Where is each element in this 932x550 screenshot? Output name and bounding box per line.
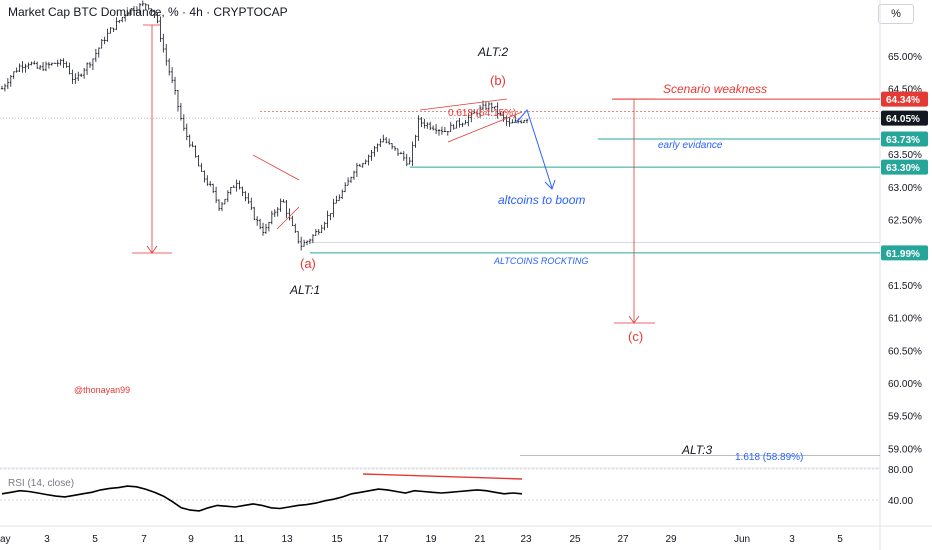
- x-tick-label: 3: [44, 534, 50, 545]
- y-tick-label: 61.50%: [888, 281, 922, 292]
- y-tick-label: 59.00%: [888, 444, 922, 455]
- price-label-text: 61.99%: [886, 249, 920, 260]
- altcoins-boom-arrow-head: [544, 179, 556, 190]
- fib-0618-label: 0.618 (64.15%): [448, 108, 516, 119]
- wave-a-label: (a): [300, 256, 316, 271]
- x-tick-label: 15: [331, 534, 343, 545]
- x-tick-label: 23: [520, 534, 532, 545]
- y-tick-label: 63.00%: [888, 183, 922, 194]
- x-tick-label: 5: [92, 534, 98, 545]
- alt-3-label: ALT:3: [681, 443, 713, 457]
- early-evidance-label: early evidance: [658, 140, 723, 151]
- rsi-tick-label: 80.00: [888, 465, 913, 476]
- price-label-text: 64.05%: [886, 114, 920, 125]
- x-tick-label: 7: [141, 534, 147, 545]
- altcoins-boom-arrow: [515, 108, 553, 189]
- x-tick-label: 9: [188, 534, 194, 545]
- wedge-lower-line: [276, 206, 300, 230]
- x-tick-label: ay: [0, 534, 11, 545]
- wedge-upper-line: [252, 154, 300, 181]
- x-tick-label: 29: [665, 534, 677, 545]
- price-label-badge: [881, 159, 928, 175]
- x-tick-label: 5: [837, 534, 843, 545]
- price-label-text: 63.73%: [886, 135, 920, 146]
- rsi-line: [1, 485, 523, 512]
- x-tick-label: 3: [789, 534, 795, 545]
- rising-wedge-upper-line: [419, 98, 508, 111]
- y-tick-label: 65.00%: [888, 52, 922, 63]
- y-tick-label: 60.00%: [888, 379, 922, 390]
- fib-1618-label: 1.618 (58.89%): [735, 452, 803, 463]
- rsi-tick-label: 40.00: [888, 496, 913, 507]
- x-tick-label: 19: [425, 534, 437, 545]
- y-tick-label: 61.00%: [888, 314, 922, 325]
- price-label-badge: [881, 245, 928, 261]
- y-tick-label: 62.50%: [888, 216, 922, 227]
- target-arrow-head: [628, 315, 640, 324]
- alt-1-label: ALT:1: [289, 283, 320, 297]
- y-tick-label: 59.50%: [888, 412, 922, 423]
- rsi-indicator-label: RSI (14, close): [8, 478, 74, 489]
- x-tick-label: 13: [281, 534, 293, 545]
- unit-toggle-button[interactable]: %: [878, 4, 914, 24]
- y-tick-label: 63.50%: [888, 150, 922, 161]
- scenario-weakness-label: Scenario weakness: [663, 82, 767, 96]
- alt-2-label: ALT:2: [477, 45, 509, 59]
- y-tick-label: 64.50%: [888, 85, 922, 96]
- x-tick-label: 25: [569, 534, 581, 545]
- chart-title: Market Cap BTC Dominance, % · 4h · CRYPT…: [8, 5, 288, 19]
- price-label-badge: [881, 131, 928, 147]
- author-watermark: @thonayan99: [74, 385, 130, 395]
- x-tick-label: 11: [234, 534, 245, 545]
- altcoins-rockting-label: ALTCOINS ROCKTING: [493, 256, 588, 266]
- x-tick-label: 21: [474, 534, 486, 545]
- drop-arrow-head: [146, 245, 158, 254]
- rising-wedge-lower-line: [447, 111, 523, 143]
- altcoins-to-boom-label: altcoins to boom: [498, 193, 585, 207]
- x-tick-label: Jun: [734, 534, 750, 545]
- price-label-text: 63.30%: [886, 163, 920, 174]
- price-label-badge: [881, 110, 928, 126]
- x-tick-label: 17: [377, 534, 389, 545]
- price-label-text: 64.34%: [886, 95, 920, 106]
- x-tick-label: 27: [617, 534, 629, 545]
- wave-b-label: (b): [490, 73, 506, 88]
- y-tick-label: 60.50%: [888, 346, 922, 357]
- price-label-badge: [881, 91, 928, 107]
- rsi-divergence-line: [362, 473, 523, 480]
- wave-c-label: (c): [628, 329, 643, 344]
